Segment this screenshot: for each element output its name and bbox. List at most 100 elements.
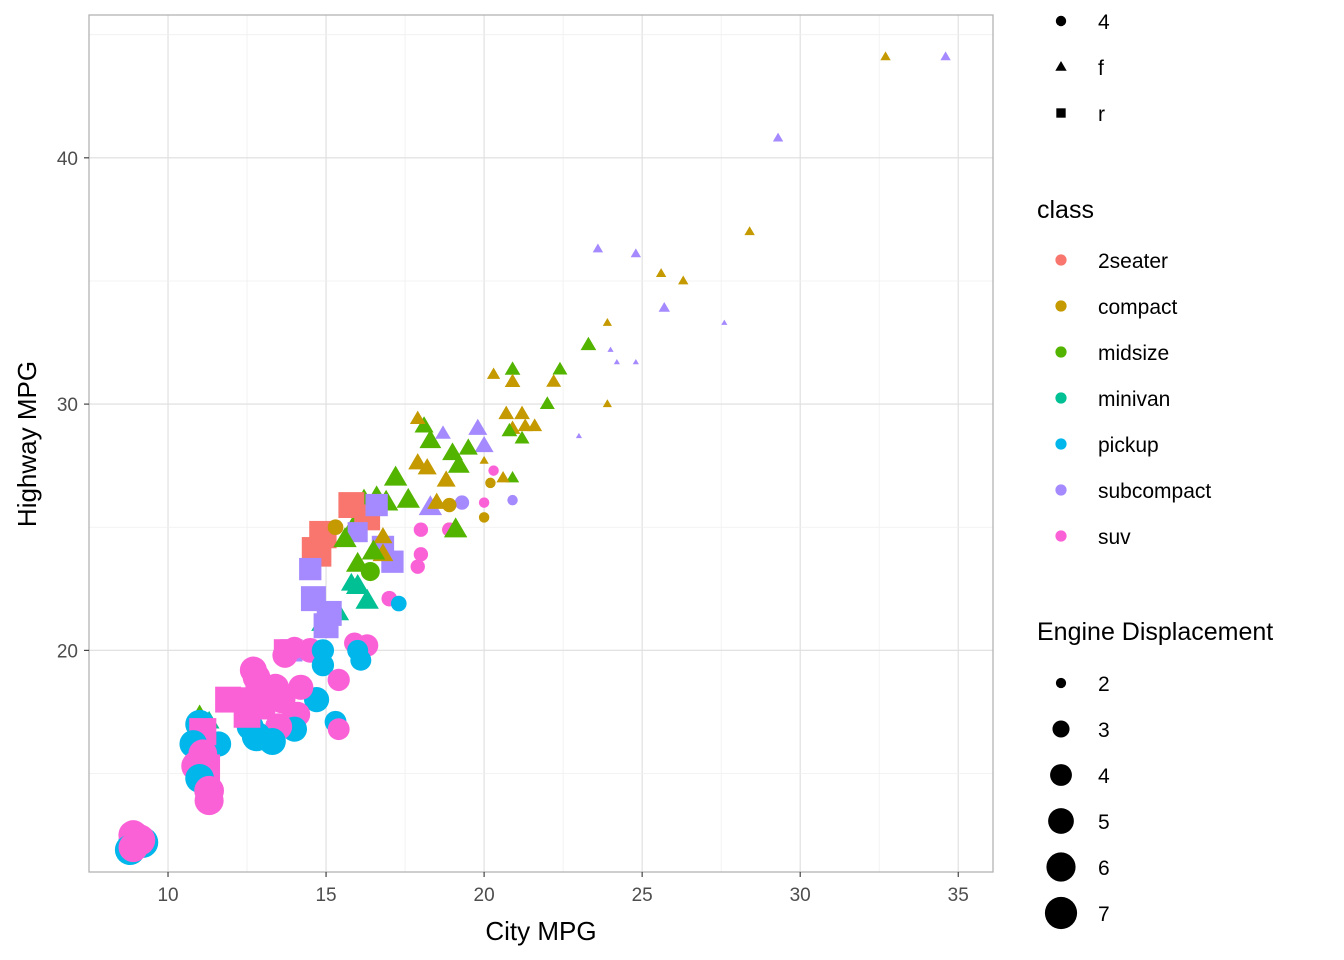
legend-size-title: Engine Displacement bbox=[1037, 618, 1273, 646]
data-point bbox=[414, 416, 434, 433]
data-point bbox=[419, 429, 442, 449]
x-tick-label: 30 bbox=[790, 885, 811, 906]
legend-class-label: pickup bbox=[1098, 434, 1159, 457]
legend-class-title: class bbox=[1037, 196, 1094, 224]
legend-size-key bbox=[1055, 677, 1067, 689]
data-point bbox=[245, 670, 275, 700]
x-tick-label: 35 bbox=[948, 885, 969, 906]
data-point bbox=[632, 358, 639, 365]
data-point bbox=[501, 422, 518, 437]
grid-lines bbox=[88, 15, 993, 872]
data-point bbox=[630, 248, 642, 258]
data-point bbox=[517, 418, 533, 432]
y-axis-title: Highway MPG bbox=[12, 361, 42, 527]
legend-drv-key bbox=[1055, 15, 1067, 27]
data-point bbox=[505, 470, 520, 483]
data-point bbox=[478, 497, 490, 508]
data-point bbox=[655, 268, 667, 277]
legend-size-key bbox=[1046, 852, 1076, 882]
data-point bbox=[194, 786, 224, 816]
legend-class-key bbox=[1055, 392, 1067, 404]
data-point bbox=[744, 226, 755, 236]
legend-size-label: 5 bbox=[1098, 811, 1110, 834]
y-tick-label: 30 bbox=[57, 395, 78, 416]
data-point bbox=[613, 358, 620, 365]
data-point bbox=[313, 613, 339, 639]
data-point bbox=[514, 430, 530, 444]
legend-size-label: 3 bbox=[1098, 719, 1110, 742]
data-point bbox=[458, 438, 478, 455]
data-point bbox=[427, 492, 447, 509]
data-point bbox=[580, 336, 597, 351]
data-point bbox=[390, 595, 407, 612]
data-point bbox=[268, 685, 296, 714]
data-point bbox=[299, 557, 322, 581]
x-tick-label: 25 bbox=[632, 885, 653, 906]
data-point bbox=[347, 522, 368, 543]
data-point bbox=[436, 470, 456, 487]
data-point bbox=[514, 405, 530, 420]
legend-drv-label: f bbox=[1098, 57, 1104, 80]
data-point bbox=[602, 399, 612, 408]
legend-class-label: midsize bbox=[1098, 342, 1169, 365]
legend-size-label: 2 bbox=[1098, 673, 1110, 696]
data-point bbox=[311, 653, 335, 677]
legend-size-key bbox=[1044, 896, 1078, 930]
data-point bbox=[447, 454, 470, 473]
legend-class-key bbox=[1055, 530, 1067, 542]
data-point bbox=[417, 458, 437, 475]
data-point bbox=[361, 539, 386, 560]
data-point bbox=[454, 495, 470, 510]
data-point bbox=[365, 493, 388, 517]
legend-class-key bbox=[1055, 438, 1067, 450]
legend-class-key bbox=[1055, 254, 1067, 266]
legend-size-label: 6 bbox=[1098, 857, 1110, 880]
data-point bbox=[479, 455, 489, 464]
data-points bbox=[114, 51, 951, 866]
data-point bbox=[772, 132, 784, 142]
data-point bbox=[498, 405, 515, 420]
axis-ticks: 10 15 20 25 30 35 20 30 40 bbox=[57, 149, 969, 906]
data-point bbox=[233, 700, 261, 728]
data-point bbox=[350, 649, 372, 671]
data-point bbox=[592, 243, 604, 253]
data-point bbox=[360, 562, 380, 582]
data-point bbox=[396, 487, 420, 508]
legend-drv-key bbox=[1055, 61, 1067, 71]
data-point bbox=[940, 51, 951, 61]
x-tick-label: 15 bbox=[315, 885, 336, 906]
data-point bbox=[383, 465, 408, 486]
data-point bbox=[340, 572, 362, 591]
legend-drv-label: r bbox=[1098, 103, 1105, 126]
x-tick-label: 20 bbox=[474, 885, 495, 906]
data-point bbox=[435, 425, 451, 439]
legend-size-key bbox=[1050, 764, 1072, 786]
x-axis-title: City MPG bbox=[485, 916, 596, 946]
data-point bbox=[678, 275, 689, 285]
data-point bbox=[721, 319, 728, 325]
legend-drv-label: 4 bbox=[1098, 11, 1110, 34]
legend-class-label: subcompact bbox=[1098, 480, 1211, 503]
data-point bbox=[408, 453, 428, 470]
data-point bbox=[552, 361, 568, 375]
data-point bbox=[413, 522, 429, 537]
data-point bbox=[327, 718, 350, 741]
data-point bbox=[373, 527, 393, 544]
legend-class-key bbox=[1055, 346, 1067, 358]
data-point bbox=[468, 418, 488, 435]
data-point bbox=[118, 832, 148, 863]
data-point bbox=[443, 517, 468, 538]
data-point bbox=[474, 435, 494, 453]
data-point bbox=[575, 432, 583, 439]
legend-size-key bbox=[1048, 808, 1074, 834]
data-point bbox=[413, 547, 429, 562]
data-point bbox=[442, 497, 457, 513]
data-point bbox=[539, 396, 555, 409]
data-point bbox=[410, 559, 425, 574]
legend-class-label: suv bbox=[1098, 526, 1131, 549]
x-tick-label: 10 bbox=[157, 885, 178, 906]
legend-size-key bbox=[1052, 720, 1070, 738]
data-point bbox=[607, 346, 614, 352]
data-point bbox=[507, 494, 518, 506]
legend-class-label: 2seater bbox=[1098, 250, 1168, 273]
